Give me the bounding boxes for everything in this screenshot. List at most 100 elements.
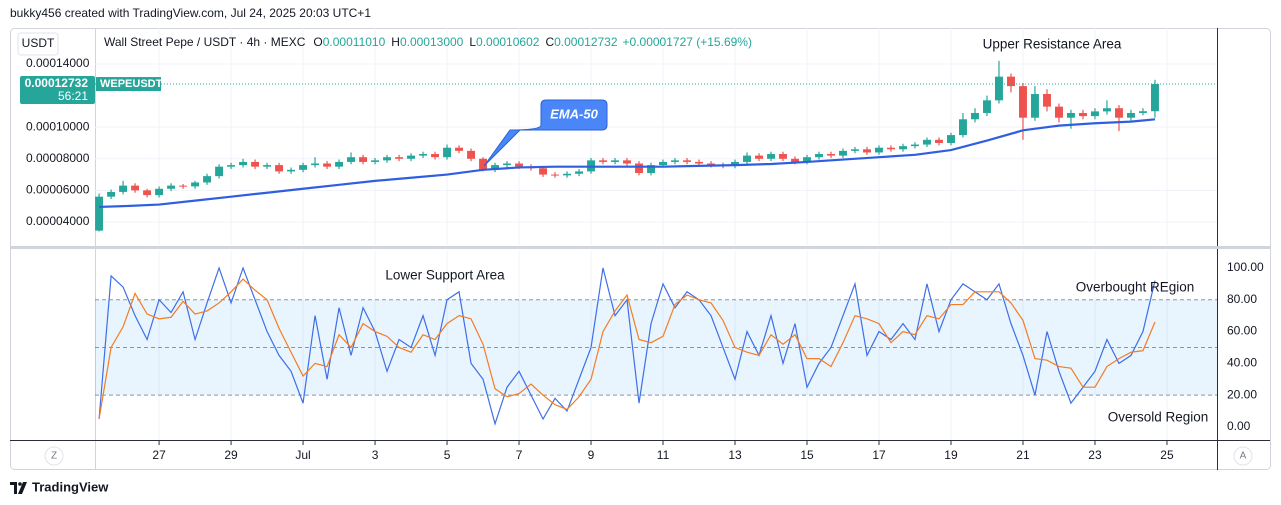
candle-body [1019, 86, 1027, 118]
candle-body [971, 112, 979, 120]
candle-body [1007, 76, 1015, 87]
ohlc-change: +0.00001727 (+15.69%) [623, 35, 752, 49]
scale-button-label[interactable]: Z [51, 451, 57, 462]
candle-body [311, 163, 320, 166]
candle-body [923, 139, 931, 145]
candle-body [659, 161, 667, 166]
candle-body [743, 155, 751, 162]
grid [95, 28, 1217, 440]
symbol-label: WEPEUSDT [100, 78, 163, 90]
scale-button[interactable] [44, 446, 64, 466]
candle-body [851, 149, 859, 151]
candle-body [707, 163, 715, 166]
x-tick-label: 13 [728, 448, 742, 462]
candle-body [815, 154, 823, 158]
annotation: Upper Resistance Area [983, 37, 1122, 52]
candle-body [215, 166, 224, 177]
brand-logo [10, 482, 27, 494]
labels: 27 29 Jul 3 5 7 9 11 13 15 17 19 21 23 25 0.00004000 0.0… [20, 56, 1264, 462]
currency[interactable]: USDT [22, 36, 55, 50]
ohlc-prefix: L [469, 35, 476, 49]
scale-button-label[interactable]: A [1240, 451, 1247, 462]
candle-body [275, 165, 284, 172]
y-tick-label: 0.00008000 [26, 151, 90, 165]
candle-body [611, 160, 620, 162]
candle-body [107, 191, 116, 197]
candle-body [323, 163, 332, 167]
candle-body [563, 173, 571, 176]
y-tick-label: 0.00 [1227, 419, 1251, 433]
candle-body [863, 149, 871, 153]
candle-body [983, 100, 991, 113]
candle-body [551, 174, 559, 176]
symbol-tag [96, 77, 161, 92]
y-tick-label: 0.00004000 [26, 214, 90, 228]
candle-body [515, 163, 524, 167]
candle-body [383, 157, 392, 161]
candle-body [1043, 94, 1051, 107]
ohlc-value: 0.00013000 [400, 35, 464, 49]
candle-body [695, 161, 703, 164]
x-tick-label: 19 [944, 448, 958, 462]
candle-body [539, 168, 548, 175]
annotation: Overbought REgion [1076, 280, 1195, 295]
candle-body [419, 154, 428, 156]
candle-body [683, 160, 691, 162]
candle-body [731, 161, 739, 166]
countdown: 56:21 [58, 89, 88, 103]
annotation: Oversold Region [1108, 410, 1209, 425]
candle-body [959, 119, 967, 136]
currency-box[interactable] [17, 32, 59, 56]
x-tick-label: 25 [1160, 448, 1174, 462]
candle-body [287, 169, 296, 172]
candle-body [347, 157, 356, 162]
candle-body [239, 161, 248, 166]
ohlc-prefix: H [391, 35, 400, 49]
candle-body [911, 144, 919, 147]
candle-body [791, 158, 799, 162]
x-tick-label: 21 [1016, 448, 1030, 462]
candle-body [1066, 112, 1075, 118]
x-tick-label: 15 [800, 448, 814, 462]
ohlc-value: 0.00011010 [323, 35, 386, 49]
candle-body [767, 154, 775, 159]
candle-body [887, 147, 895, 150]
candle-body [227, 165, 236, 167]
candle-body [995, 76, 1003, 101]
candle-body [647, 165, 656, 173]
y-tick-label: 60.00 [1227, 324, 1257, 338]
x-tick-label: 5 [444, 448, 451, 462]
candle-body [251, 161, 260, 167]
candle-body [167, 185, 176, 189]
ohlc-prefix: C [545, 35, 554, 49]
candle-body [191, 182, 200, 187]
candle-body [839, 150, 847, 156]
candle-body [371, 160, 380, 162]
candle-body [467, 150, 476, 159]
y-tick-label: 0.00006000 [26, 183, 90, 197]
candle-body [143, 190, 152, 196]
candle-body [503, 163, 512, 166]
candle-body [1031, 94, 1039, 118]
candle-body [947, 135, 955, 143]
candle-body [1079, 112, 1087, 117]
scale-button[interactable] [1233, 446, 1253, 466]
candle-body [635, 163, 643, 173]
candle-body [263, 165, 272, 167]
y-tick-label: 100.00 [1227, 260, 1264, 274]
logo-part [18, 482, 22, 486]
candle-body [899, 146, 907, 150]
candle-body [491, 165, 499, 170]
candle-body [575, 171, 584, 174]
ema-line [99, 118, 1156, 209]
candle-body [335, 161, 344, 167]
candle-body [455, 147, 463, 151]
attribution: bukky456 created with TradingView.com, J… [10, 6, 371, 20]
candle-body [827, 154, 835, 156]
candle-body [203, 176, 212, 183]
ohlc-value: 0.00010602 [476, 35, 540, 49]
candle-body [299, 165, 308, 170]
candle-body [803, 157, 811, 162]
